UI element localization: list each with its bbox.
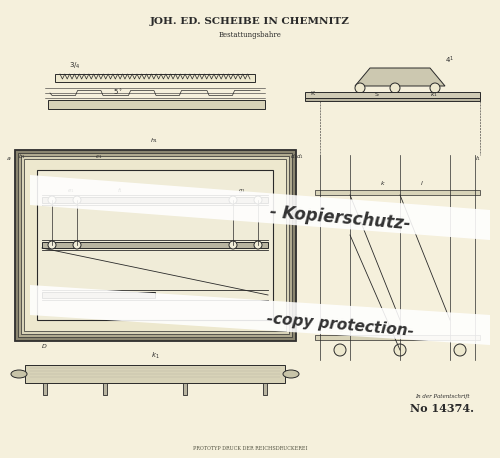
Text: - Kopierschutz-: - Kopierschutz- bbox=[269, 203, 411, 233]
Bar bbox=[305, 92, 480, 98]
Polygon shape bbox=[355, 68, 445, 86]
Text: $k_1$: $k_1$ bbox=[430, 90, 438, 99]
Bar bbox=[263, 383, 267, 395]
Circle shape bbox=[229, 241, 237, 249]
Circle shape bbox=[73, 241, 81, 249]
Text: $e_1$: $e_1$ bbox=[67, 187, 74, 195]
Bar bbox=[55, 74, 255, 82]
Bar bbox=[24, 159, 286, 331]
Circle shape bbox=[334, 344, 346, 356]
Text: In der Patentschrift: In der Patentschrift bbox=[415, 394, 470, 399]
Text: -copy protection-: -copy protection- bbox=[266, 311, 414, 339]
Text: No 14374.: No 14374. bbox=[410, 403, 474, 414]
Bar bbox=[315, 190, 480, 195]
Bar bbox=[15, 150, 295, 340]
Text: S: S bbox=[375, 92, 379, 97]
Bar bbox=[42, 197, 268, 203]
Bar bbox=[21, 156, 289, 334]
Circle shape bbox=[73, 196, 81, 204]
Text: K: K bbox=[310, 91, 314, 96]
Bar bbox=[315, 335, 480, 340]
Text: $h_1$: $h_1$ bbox=[150, 136, 158, 145]
Circle shape bbox=[48, 241, 56, 249]
Text: $l_1$: $l_1$ bbox=[475, 154, 481, 163]
Bar bbox=[183, 383, 187, 395]
Text: $l$: $l$ bbox=[420, 179, 424, 187]
Text: $3/_{4}$: $3/_{4}$ bbox=[69, 61, 81, 71]
Bar bbox=[42, 292, 155, 298]
Text: $k_1$: $k_1$ bbox=[150, 351, 160, 361]
Text: a: a bbox=[7, 156, 11, 161]
Text: $f_1$: $f_1$ bbox=[117, 186, 123, 195]
Text: PROTOTYP DRUCK DER REICHSDRUCKEREI: PROTOTYP DRUCK DER REICHSDRUCKEREI bbox=[193, 446, 307, 451]
Bar bbox=[42, 242, 268, 248]
Bar bbox=[18, 153, 292, 337]
Text: $d_1 d_1$: $d_1 d_1$ bbox=[290, 152, 304, 161]
Circle shape bbox=[454, 344, 466, 356]
Bar bbox=[15, 150, 295, 340]
Circle shape bbox=[355, 83, 365, 93]
Text: $4^1$: $4^1$ bbox=[445, 54, 454, 65]
Ellipse shape bbox=[11, 370, 27, 378]
Ellipse shape bbox=[283, 370, 299, 378]
Text: $5^\circ$: $5^\circ$ bbox=[113, 87, 123, 97]
Bar bbox=[37, 170, 273, 320]
Bar bbox=[48, 100, 265, 109]
Circle shape bbox=[254, 241, 262, 249]
Polygon shape bbox=[30, 285, 490, 345]
Circle shape bbox=[48, 196, 56, 204]
Circle shape bbox=[390, 83, 400, 93]
Circle shape bbox=[254, 196, 262, 204]
Circle shape bbox=[229, 196, 237, 204]
Circle shape bbox=[394, 344, 406, 356]
Circle shape bbox=[430, 83, 440, 93]
Bar bbox=[43, 383, 47, 395]
Text: Bestattungsbahre: Bestattungsbahre bbox=[218, 31, 282, 39]
Bar bbox=[25, 365, 285, 383]
Text: $g_1$: $g_1$ bbox=[238, 187, 246, 195]
Text: $c_1$: $c_1$ bbox=[95, 153, 102, 161]
Text: $b_1$: $b_1$ bbox=[18, 152, 26, 161]
Text: D: D bbox=[42, 344, 47, 349]
Text: JOH. ED. SCHEIBE IN CHEMNITZ: JOH. ED. SCHEIBE IN CHEMNITZ bbox=[150, 17, 350, 27]
Polygon shape bbox=[30, 175, 490, 240]
Bar bbox=[305, 98, 480, 101]
Text: $k$: $k$ bbox=[380, 179, 386, 187]
Bar bbox=[103, 383, 107, 395]
